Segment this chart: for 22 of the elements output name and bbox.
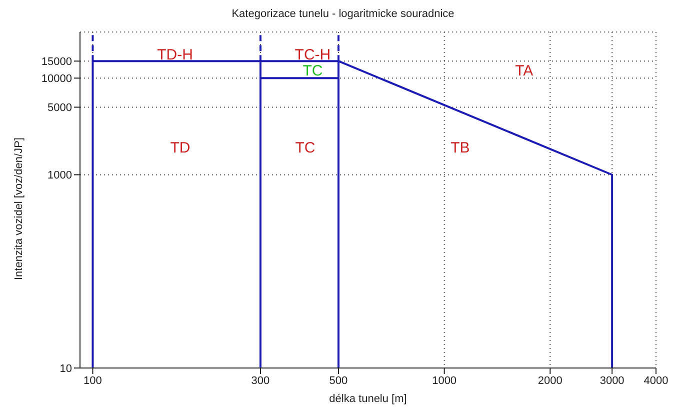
annotation: TD-H [157, 46, 193, 63]
x-tick-label: 4000 [644, 374, 668, 387]
x-tick-label: 300 [251, 374, 270, 387]
y-tick-label: 10 [60, 362, 72, 375]
annotation: TC [295, 139, 316, 156]
annotation: TD [170, 139, 190, 156]
annotation: TA [515, 62, 534, 80]
y-tick-label: 15000 [41, 56, 72, 68]
annotation: TB [450, 139, 470, 156]
x-axis-title: délka tunelu [m] [329, 393, 407, 405]
chart-title: Kategorizace tunelu - logaritmicke souradnice [230, 8, 456, 22]
y-tick-label: 1000 [48, 170, 72, 182]
y-tick-label: 10000 [41, 73, 72, 86]
x-tick-label: 3000 [600, 374, 624, 387]
annotation: TC [302, 62, 323, 80]
x-tick-label: 500 [329, 374, 348, 387]
x-tick-label: 1000 [432, 374, 457, 387]
y-axis-title: Intenzita vozidel [voz/den/JP] [12, 138, 25, 280]
y-tick-label: 5000 [48, 102, 72, 114]
annotation: TC-H [294, 46, 331, 63]
x-tick-label: 2000 [538, 374, 562, 387]
x-tick-label: 100 [84, 374, 102, 387]
